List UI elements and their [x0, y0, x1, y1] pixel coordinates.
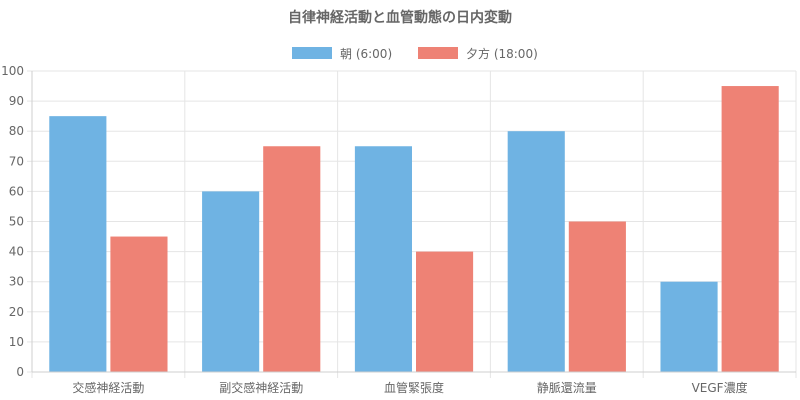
- bar-0-1[interactable]: [110, 236, 168, 372]
- bar-3-0[interactable]: [507, 131, 565, 372]
- legend-item-1[interactable]: 夕方 (18:00): [418, 46, 538, 61]
- bar-1-0[interactable]: [202, 191, 260, 372]
- y-tick-label: 50: [9, 215, 24, 229]
- bars: [49, 86, 779, 373]
- y-tick-label: 40: [9, 245, 24, 259]
- y-axis: 0 10 20 30 40 50 60 70 80 90 100: [1, 64, 32, 379]
- bar-4-0[interactable]: [660, 281, 718, 372]
- x-tick-label: 交感神経活動: [72, 380, 144, 395]
- y-tick-label: 30: [9, 275, 24, 289]
- legend-swatch: [292, 47, 332, 59]
- chart-title: 自律神経活動と血管動態の日内変動: [288, 9, 512, 26]
- y-tick-label: 90: [9, 94, 24, 108]
- bar-1-1[interactable]: [263, 146, 321, 372]
- y-tick-label: 80: [9, 124, 24, 138]
- y-tick-label: 10: [9, 335, 24, 349]
- y-tick-label: 20: [9, 305, 24, 319]
- y-tick-label: 100: [1, 64, 24, 78]
- bar-2-1[interactable]: [416, 251, 474, 372]
- legend: 朝 (6:00) 夕方 (18:00): [292, 46, 538, 61]
- x-tick-label: 血管緊張度: [384, 380, 444, 395]
- y-tick-label: 0: [16, 365, 24, 379]
- legend-swatch: [418, 47, 458, 59]
- legend-label: 夕方 (18:00): [466, 46, 538, 61]
- bar-2-0[interactable]: [354, 146, 412, 372]
- y-tick-label: 70: [9, 154, 24, 168]
- bar-0-0[interactable]: [49, 116, 107, 373]
- bar-3-1[interactable]: [568, 221, 626, 373]
- x-tick-label: 静脈還流量: [537, 381, 597, 395]
- legend-label: 朝 (6:00): [340, 47, 392, 61]
- x-axis: 交感神経活動 副交感神経活動 血管緊張度 静脈還流量 VEGF濃度: [31, 71, 796, 395]
- x-tick-label: VEGF濃度: [692, 380, 748, 395]
- legend-item-0[interactable]: 朝 (6:00): [292, 47, 392, 61]
- x-tick-label: 副交感神経活動: [219, 380, 303, 395]
- y-tick-label: 60: [9, 184, 24, 198]
- bar-4-1[interactable]: [721, 86, 779, 373]
